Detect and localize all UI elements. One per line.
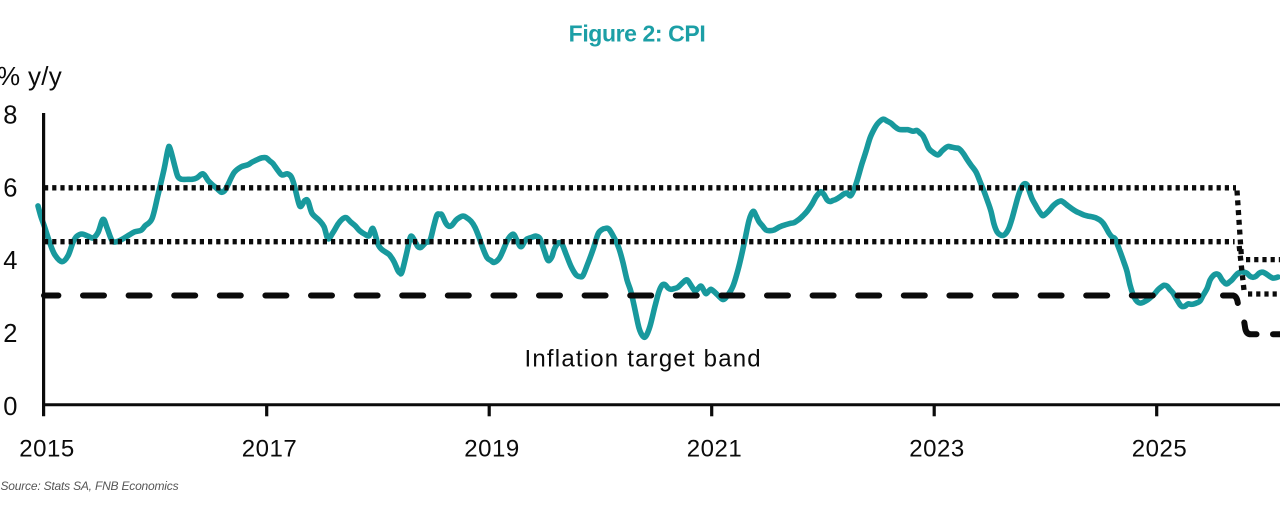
svg-text:Figure 2: CPI: Figure 2: CPI [569, 21, 706, 47]
svg-text:6: 6 [3, 174, 17, 202]
svg-text:8: 8 [3, 102, 17, 130]
svg-text:% y/y: % y/y [0, 61, 62, 91]
svg-text:2017: 2017 [242, 435, 297, 462]
svg-text:4: 4 [3, 247, 17, 275]
svg-text:2023: 2023 [909, 435, 964, 462]
svg-text:Source: Stats SA, FNB Economic: Source: Stats SA, FNB Economics [1, 479, 179, 493]
svg-text:2: 2 [3, 320, 17, 348]
svg-text:Inflation target band: Inflation target band [525, 345, 762, 372]
svg-text:2025: 2025 [1132, 435, 1187, 462]
svg-text:2019: 2019 [464, 435, 519, 462]
svg-text:2015: 2015 [19, 435, 74, 462]
svg-text:2021: 2021 [687, 435, 742, 462]
svg-text:0: 0 [3, 393, 17, 421]
